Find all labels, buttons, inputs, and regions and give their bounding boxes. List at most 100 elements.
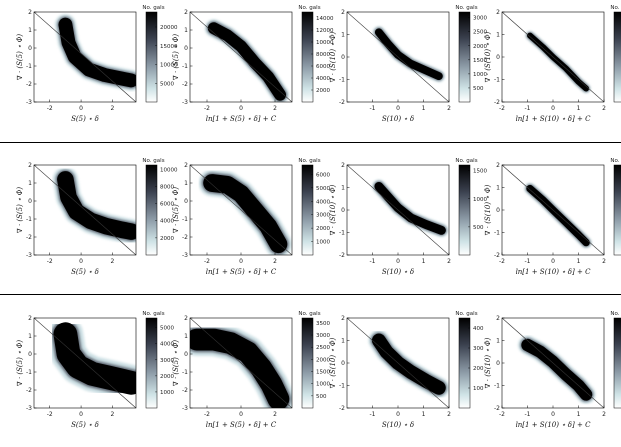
- y-tick-label: -1: [339, 230, 345, 237]
- x-tick-label: 0: [239, 105, 243, 112]
- colorbar-tick-label: 1000: [473, 72, 487, 78]
- y-tick-label: -1: [494, 77, 500, 84]
- y-tick-label: -1: [494, 230, 500, 237]
- y-tick-label: 1: [496, 338, 500, 345]
- x-tick-label: -1: [370, 411, 376, 418]
- panel-r2c1: -2 0 2 -3 -2 -1 0 1 2 ln[1 + S(5) ⋆ δ] + C ∇ · (S(…: [172, 311, 330, 429]
- y-tick-label: -2: [339, 252, 345, 259]
- colorbar-title: No. gals: [455, 311, 477, 317]
- y-tick-label: 2: [496, 9, 500, 16]
- y-axis-label: ∇ · (S(5) ⋆ Φ): [172, 340, 180, 387]
- x-tick-label: -2: [47, 105, 53, 112]
- x-tick-label: 0: [551, 411, 555, 418]
- colorbar-tick-label: 10000: [160, 167, 178, 173]
- colorbar-tick-label: 3000: [316, 213, 330, 219]
- colorbar-tick-label: 8000: [316, 52, 330, 58]
- density-cloud: [190, 323, 292, 408]
- colorbar: [145, 164, 158, 256]
- density-cloud: [518, 335, 596, 404]
- colorbar-tick-label: 400: [473, 326, 484, 332]
- colorbar-title: No. gals: [610, 158, 621, 164]
- colorbar-tick-label: 5000: [160, 326, 174, 332]
- x-tick-label: 2: [447, 411, 451, 418]
- y-tick-label: 0: [341, 54, 345, 61]
- density-cloud: [198, 169, 292, 255]
- colorbar-tick-label: 1500: [473, 169, 487, 175]
- colorbar: [145, 317, 158, 409]
- one-to-one-line: [347, 165, 449, 255]
- x-tick-label: -2: [47, 258, 53, 265]
- density-cloud: [372, 179, 449, 237]
- x-tick-label: -2: [204, 105, 210, 112]
- y-tick-label: 1: [341, 32, 345, 39]
- y-axis-label: ∇ · (S(5) ⋆ Φ): [172, 34, 180, 81]
- x-tick-label: 0: [551, 258, 555, 265]
- colorbar: [301, 164, 314, 256]
- x-tick-label: 2: [273, 105, 277, 112]
- plot-frame: [33, 317, 137, 409]
- y-tick-label: 1: [184, 333, 188, 340]
- density-cloud: [525, 31, 591, 93]
- x-tick-label: 2: [273, 411, 277, 418]
- colorbar-tick-label: 2000: [160, 374, 174, 380]
- y-tick-label: 2: [341, 162, 345, 169]
- colorbar-tick-label: 1500: [473, 58, 487, 64]
- x-tick-label: 0: [79, 105, 83, 112]
- x-tick-label: -2: [47, 411, 53, 418]
- y-tick-label: -3: [26, 252, 32, 259]
- x-tick-label: 1: [577, 411, 581, 418]
- panel-r0c0: -2 0 2 -3 -2 -1 0 1 2 S(5) ⋆ δ ∇ · (S(5) ⋆ Φ) No. g…: [16, 5, 178, 123]
- y-tick-label: -2: [494, 405, 500, 412]
- colorbar: [458, 11, 471, 103]
- x-axis-label: S(5) ⋆ δ: [71, 268, 99, 276]
- density-core: [207, 22, 287, 101]
- y-axis-label: ∇ · (S(10) ⋆ Φ): [329, 184, 337, 235]
- y-tick-label: 0: [496, 54, 500, 61]
- colorbar-tick-label: 1000: [473, 197, 487, 203]
- colorbar-tick-label: 6000: [316, 172, 330, 178]
- colorbar-tick-label: 1000: [316, 240, 330, 246]
- panel-r1c2: -1 0 1 2 -2 -1 0 1 2 S(10) ⋆ δ ∇ · (S(10) ⋆ Φ) No. …: [329, 158, 487, 276]
- y-tick-label: -2: [494, 99, 500, 106]
- y-tick-label: -3: [182, 405, 188, 412]
- x-tick-label: 1: [577, 105, 581, 112]
- colorbar-tick-label: 1000: [160, 390, 174, 396]
- y-tick-label: 0: [28, 351, 32, 358]
- colorbar: [301, 317, 314, 409]
- y-axis-label: ∇ · (S(10) ⋆ Φ): [484, 184, 492, 235]
- y-tick-label: 0: [341, 360, 345, 367]
- y-tick-label: -2: [26, 387, 32, 394]
- one-to-one-line: [190, 165, 292, 255]
- y-tick-label: 0: [184, 351, 188, 358]
- density-core: [521, 338, 593, 401]
- y-tick-label: -1: [339, 383, 345, 390]
- x-tick-label: 1: [577, 258, 581, 265]
- one-to-one-line: [190, 318, 292, 408]
- density-cloud: [55, 14, 136, 91]
- density-core: [526, 184, 590, 247]
- colorbar: [613, 11, 621, 103]
- one-to-one-line: [190, 12, 292, 102]
- colorbar-tick-label: 500: [316, 394, 327, 400]
- y-tick-label: 2: [28, 315, 32, 322]
- x-tick-label: -1: [370, 105, 376, 112]
- y-tick-label: -2: [339, 405, 345, 412]
- colorbar-tick-label: 2000: [316, 226, 330, 232]
- y-tick-label: -3: [182, 252, 188, 259]
- y-tick-label: -1: [339, 77, 345, 84]
- density-core: [374, 28, 443, 81]
- colorbar-tick-label: 3000: [160, 358, 174, 364]
- x-axis-label: S(10) ⋆ δ: [382, 268, 414, 276]
- y-tick-label: 2: [28, 9, 32, 16]
- y-tick-label: 1: [341, 185, 345, 192]
- density-core: [374, 181, 446, 235]
- x-tick-label: -2: [204, 258, 210, 265]
- colorbar-tick-label: 4000: [316, 76, 330, 82]
- colorbar-title: No. gals: [455, 5, 477, 11]
- x-tick-label: -2: [499, 105, 505, 112]
- colorbar-tick-label: 5000: [316, 186, 330, 192]
- x-axis-label: S(5) ⋆ δ: [71, 421, 99, 429]
- one-to-one-line: [502, 318, 604, 408]
- x-tick-label: -1: [525, 105, 531, 112]
- colorbar-title: No. gals: [298, 311, 320, 317]
